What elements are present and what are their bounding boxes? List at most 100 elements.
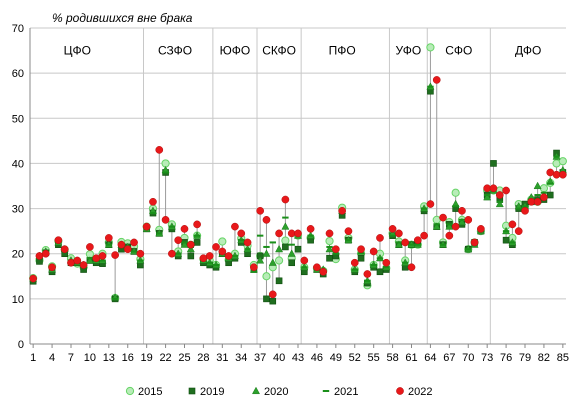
data-point xyxy=(123,245,132,254)
data-point xyxy=(357,245,365,254)
x-tick-label: 70 xyxy=(462,352,474,364)
data-point xyxy=(470,238,479,247)
x-tick-label: 85 xyxy=(557,352,569,364)
data-point xyxy=(439,243,447,246)
data-point xyxy=(282,243,289,251)
data-point xyxy=(275,244,284,253)
data-point xyxy=(319,267,328,276)
data-point xyxy=(231,254,239,257)
data-point xyxy=(306,225,315,233)
data-point xyxy=(287,249,296,257)
data-point xyxy=(388,225,397,233)
data-point xyxy=(369,247,378,256)
data-point xyxy=(376,257,384,260)
data-point xyxy=(243,238,252,247)
data-point xyxy=(130,238,138,247)
x-tick-label: 40 xyxy=(273,352,285,364)
data-point xyxy=(256,234,264,237)
data-point xyxy=(231,222,239,231)
data-point xyxy=(180,240,189,248)
data-point xyxy=(414,243,422,246)
legend-marker xyxy=(125,386,135,396)
data-point xyxy=(269,241,276,244)
grid-lines xyxy=(30,27,566,300)
data-point xyxy=(351,268,358,271)
legend: 2015 2019 2020 2021 2022 xyxy=(125,386,432,398)
legend-label: 2021 xyxy=(334,386,358,398)
data-point xyxy=(73,256,82,265)
x-tick-label: 22 xyxy=(159,352,171,364)
x-tick-label: 52 xyxy=(349,352,361,364)
region-label: СЗФО xyxy=(158,44,192,58)
data-point xyxy=(533,197,542,206)
data-point xyxy=(509,241,516,244)
data-point xyxy=(117,240,126,249)
data-point xyxy=(168,225,176,228)
chart-title: % родившихся вне брака xyxy=(52,11,193,25)
data-point xyxy=(458,206,466,215)
data-point xyxy=(130,250,138,253)
data-point xyxy=(162,171,169,174)
data-point xyxy=(262,216,271,224)
x-tick-label: 43 xyxy=(292,352,304,364)
data-point xyxy=(345,239,352,242)
data-point xyxy=(514,227,523,235)
x-tick-label: 7 xyxy=(68,352,74,364)
data-point xyxy=(534,194,541,197)
data-point xyxy=(496,200,503,203)
data-point xyxy=(136,249,145,258)
data-point xyxy=(187,252,195,260)
data-point xyxy=(281,236,290,245)
data-point xyxy=(490,160,497,167)
axes: 0 10 20 30 40 50 60 70 1 4 7 10 13 16 19 22 25 28 31 34 37 40… xyxy=(12,23,569,364)
x-tick-label: 46 xyxy=(311,352,323,364)
data-point xyxy=(206,261,213,264)
data-point xyxy=(432,76,441,84)
legend-marker xyxy=(322,390,330,392)
x-tick-label: 82 xyxy=(538,352,550,364)
x-tick-label: 16 xyxy=(122,352,134,364)
data-point xyxy=(268,258,277,266)
data-point xyxy=(451,188,460,197)
data-point xyxy=(161,216,170,224)
x-tick-label: 58 xyxy=(386,352,398,364)
x-tick-label: 79 xyxy=(519,352,531,364)
x-tick-label: 31 xyxy=(216,352,228,364)
data-point xyxy=(364,279,371,282)
data-point xyxy=(521,205,529,208)
x-tick-label: 61 xyxy=(405,352,417,364)
data-point xyxy=(495,199,504,208)
data-point xyxy=(325,244,334,253)
data-point xyxy=(558,157,567,166)
data-point xyxy=(445,222,454,230)
data-point xyxy=(269,297,277,305)
data-point xyxy=(402,261,409,264)
data-point xyxy=(186,240,195,249)
data-point xyxy=(48,263,56,272)
data-point xyxy=(325,236,334,246)
data-point xyxy=(307,234,314,237)
data-point xyxy=(338,206,346,215)
data-point xyxy=(383,266,390,269)
x-tick-label: 37 xyxy=(254,352,266,364)
x-tick-label: 55 xyxy=(368,352,380,364)
data-point xyxy=(427,85,434,88)
x-tick-label: 34 xyxy=(235,352,247,364)
legend-label: 2020 xyxy=(264,386,288,398)
data-point xyxy=(237,229,246,238)
data-point xyxy=(262,249,271,257)
x-tick-label: 76 xyxy=(500,352,512,364)
data-point xyxy=(465,248,472,251)
data-point xyxy=(281,222,290,230)
data-point xyxy=(401,238,410,247)
data-point xyxy=(394,240,403,248)
data-point xyxy=(111,251,119,259)
data-point xyxy=(244,248,251,251)
y-tick-label: 20 xyxy=(12,249,24,261)
data-point xyxy=(256,206,265,215)
data-point xyxy=(426,200,435,208)
data-point xyxy=(86,257,94,260)
data-point xyxy=(224,252,233,260)
data-point xyxy=(502,236,510,244)
y-tick-label: 40 xyxy=(12,158,24,170)
